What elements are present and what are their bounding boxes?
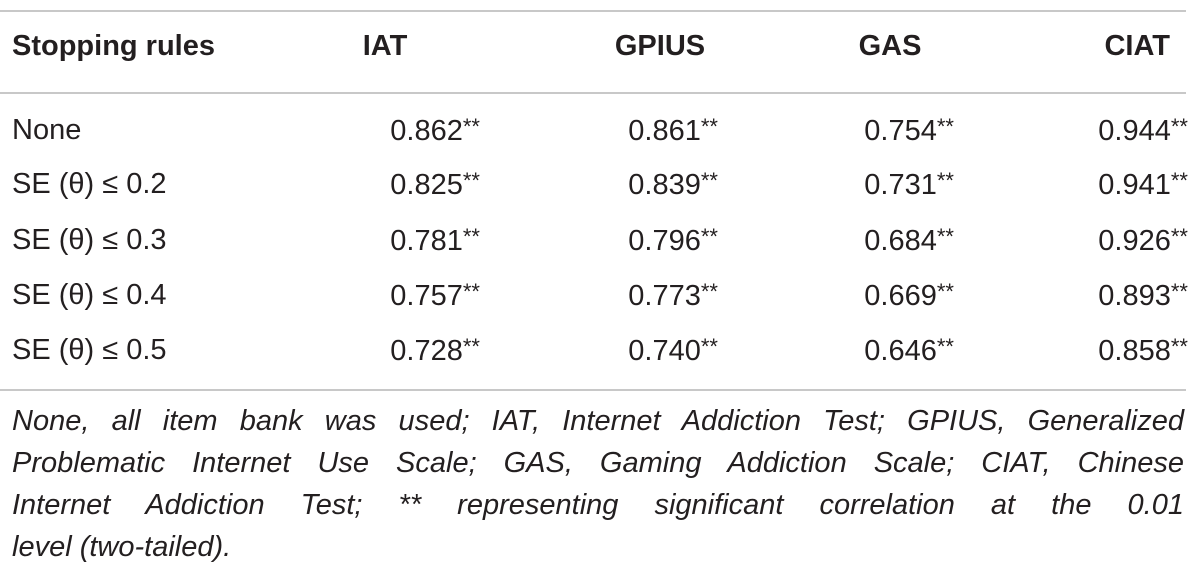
significance-marker: ** bbox=[462, 279, 480, 304]
ciat-value-cell: 0.858** bbox=[1098, 334, 1188, 367]
table-header-row: Stopping rules IAT GPIUS GAS CIAT bbox=[0, 30, 1186, 76]
gpius-value-cell: 0.839** bbox=[628, 168, 718, 201]
table-top-rule bbox=[0, 10, 1186, 12]
significance-marker: ** bbox=[462, 114, 480, 139]
gpius-value-cell: 0.861** bbox=[628, 114, 718, 147]
footnote-line: Problematic Internet Use Scale; GAS, Gam… bbox=[12, 447, 1184, 479]
header-stopping-rules: Stopping rules bbox=[12, 30, 215, 62]
table-footnote: None, all item bank was used; IAT, Inter… bbox=[12, 400, 1184, 568]
table-bottom-rule bbox=[0, 389, 1186, 391]
iat-value-cell: 0.757** bbox=[390, 279, 480, 312]
table-row: SE (θ) ≤ 0.3 0.781** 0.796** 0.684** 0.9… bbox=[0, 224, 1188, 264]
significance-marker: ** bbox=[936, 224, 954, 249]
ciat-value-cell: 0.926** bbox=[1098, 224, 1188, 257]
footnote-line: Internet Addiction Test; ** representing… bbox=[12, 489, 1184, 521]
significance-marker: ** bbox=[1170, 114, 1188, 139]
table-row: SE (θ) ≤ 0.4 0.757** 0.773** 0.669** 0.8… bbox=[0, 279, 1188, 319]
gas-value-cell: 0.754** bbox=[864, 114, 954, 147]
table-row: SE (θ) ≤ 0.5 0.728** 0.740** 0.646** 0.8… bbox=[0, 334, 1188, 374]
ciat-value-cell: 0.893** bbox=[1098, 279, 1188, 312]
gas-value-cell: 0.669** bbox=[864, 279, 954, 312]
significance-marker: ** bbox=[700, 168, 718, 193]
table-row: None 0.862** 0.861** 0.754** 0.944** bbox=[0, 114, 1188, 154]
iat-value-cell: 0.862** bbox=[390, 114, 480, 147]
header-iat: IAT bbox=[362, 30, 408, 62]
significance-marker: ** bbox=[936, 279, 954, 304]
significance-marker: ** bbox=[1170, 224, 1188, 249]
stopping-rule-cell: SE (θ) ≤ 0.4 bbox=[12, 279, 167, 311]
stopping-rule-cell: SE (θ) ≤ 0.2 bbox=[12, 168, 167, 200]
header-ciat: CIAT bbox=[1104, 30, 1170, 62]
significance-marker: ** bbox=[1170, 168, 1188, 193]
significance-marker: ** bbox=[700, 114, 718, 139]
significance-marker: ** bbox=[1170, 334, 1188, 359]
ciat-value-cell: 0.944** bbox=[1098, 114, 1188, 147]
table-header-rule bbox=[0, 92, 1186, 94]
gas-value-cell: 0.684** bbox=[864, 224, 954, 257]
iat-value-cell: 0.825** bbox=[390, 168, 480, 201]
header-gas: GAS bbox=[858, 30, 922, 62]
footnote-line: None, all item bank was used; IAT, Inter… bbox=[12, 405, 1184, 437]
stopping-rule-cell: SE (θ) ≤ 0.5 bbox=[12, 334, 167, 366]
stopping-rule-cell: SE (θ) ≤ 0.3 bbox=[12, 224, 167, 256]
significance-marker: ** bbox=[462, 334, 480, 359]
significance-marker: ** bbox=[700, 224, 718, 249]
footnote-line: level (two-tailed). bbox=[12, 531, 232, 563]
gas-value-cell: 0.731** bbox=[864, 168, 954, 201]
gpius-value-cell: 0.796** bbox=[628, 224, 718, 257]
significance-marker: ** bbox=[1170, 279, 1188, 304]
gas-value-cell: 0.646** bbox=[864, 334, 954, 367]
iat-value-cell: 0.728** bbox=[390, 334, 480, 367]
header-gpius: GPIUS bbox=[614, 30, 706, 62]
significance-marker: ** bbox=[936, 334, 954, 359]
iat-value-cell: 0.781** bbox=[390, 224, 480, 257]
significance-marker: ** bbox=[462, 168, 480, 193]
gpius-value-cell: 0.740** bbox=[628, 334, 718, 367]
significance-marker: ** bbox=[462, 224, 480, 249]
ciat-value-cell: 0.941** bbox=[1098, 168, 1188, 201]
stopping-rule-cell: None bbox=[12, 114, 82, 146]
significance-marker: ** bbox=[700, 279, 718, 304]
significance-marker: ** bbox=[936, 114, 954, 139]
significance-marker: ** bbox=[700, 334, 718, 359]
significance-marker: ** bbox=[936, 168, 954, 193]
gpius-value-cell: 0.773** bbox=[628, 279, 718, 312]
table-row: SE (θ) ≤ 0.2 0.825** 0.839** 0.731** 0.9… bbox=[0, 168, 1188, 208]
